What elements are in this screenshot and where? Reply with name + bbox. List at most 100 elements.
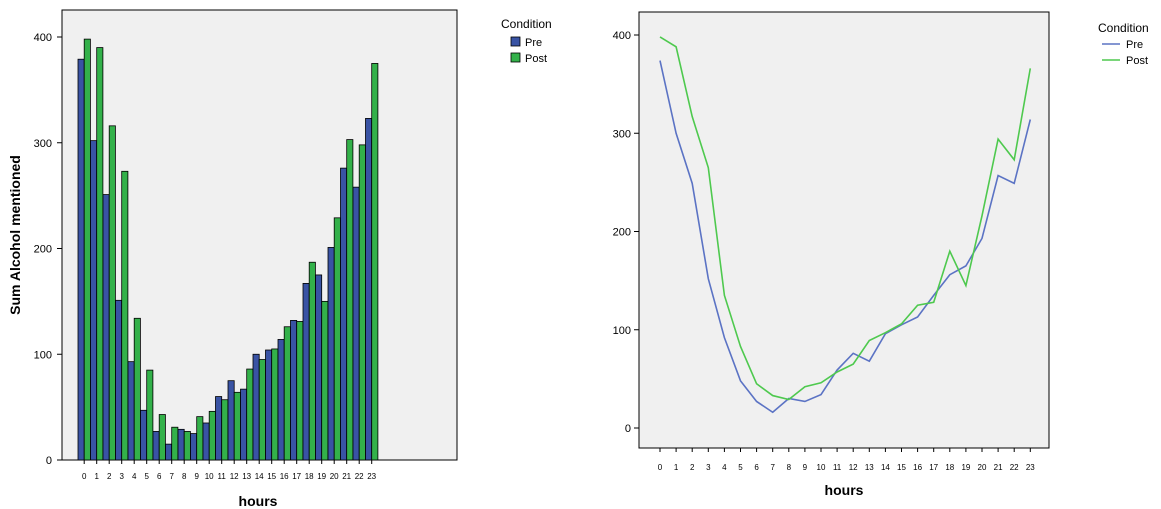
x-tick-label: 0 bbox=[658, 463, 663, 472]
x-tick-label: 7 bbox=[169, 472, 174, 481]
bar-pre bbox=[352, 186, 360, 461]
x-tick-label: 19 bbox=[317, 472, 326, 481]
bar-pre bbox=[265, 349, 273, 461]
x-tick-label: 4 bbox=[722, 463, 727, 472]
x-tick-label: 4 bbox=[132, 472, 137, 481]
x-tick-label: 2 bbox=[107, 472, 112, 481]
x-tick-label: 8 bbox=[787, 463, 792, 472]
legend-label-post: Post bbox=[525, 53, 547, 65]
bar-pre bbox=[127, 361, 135, 461]
x-axis-title: hours bbox=[825, 482, 864, 498]
y-axis-title: Sum Alcohol mentioned bbox=[7, 155, 23, 315]
bar-post bbox=[358, 144, 366, 461]
bar-post bbox=[121, 170, 129, 461]
y-tick-label: 400 bbox=[34, 32, 52, 44]
x-tick-label: 11 bbox=[833, 463, 842, 472]
x-axis-title: hours bbox=[239, 493, 278, 509]
x-tick-label: 16 bbox=[280, 472, 289, 481]
bar-post bbox=[296, 321, 304, 461]
y-tick-label: 0 bbox=[46, 455, 52, 467]
x-tick-label: 3 bbox=[119, 472, 124, 481]
legend-label-post: Post bbox=[1126, 55, 1148, 67]
bar-pre bbox=[177, 428, 185, 461]
x-tick-label: 8 bbox=[182, 472, 187, 481]
x-tick-label: 23 bbox=[367, 472, 376, 481]
x-tick-label: 16 bbox=[913, 463, 922, 472]
bar-post bbox=[233, 391, 241, 461]
bar-pre bbox=[190, 433, 198, 461]
y-tick-label: 100 bbox=[613, 325, 631, 337]
x-tick-label: 1 bbox=[94, 472, 99, 481]
x-tick-label: 10 bbox=[817, 463, 826, 472]
bar-pre bbox=[277, 339, 285, 461]
x-tick-label: 15 bbox=[897, 463, 906, 472]
x-tick-label: 14 bbox=[255, 472, 264, 481]
bar-post bbox=[83, 38, 91, 461]
x-tick-label: 12 bbox=[230, 472, 239, 481]
x-tick-label: 3 bbox=[706, 463, 711, 472]
bar-pre bbox=[152, 431, 160, 461]
line-post bbox=[659, 36, 1032, 401]
bar-pre bbox=[202, 422, 210, 461]
x-tick-label: 22 bbox=[355, 472, 364, 481]
x-tick-label: 18 bbox=[305, 472, 314, 481]
bar-pre bbox=[77, 58, 85, 461]
bar-post bbox=[158, 414, 166, 461]
x-tick-label: 21 bbox=[994, 463, 1003, 472]
line-pre bbox=[659, 60, 1032, 414]
legend-label-pre: Pre bbox=[525, 37, 542, 49]
bar-pre bbox=[240, 388, 248, 461]
y-tick-label: 300 bbox=[34, 138, 52, 150]
x-tick-label: 19 bbox=[961, 463, 970, 472]
bar-pre bbox=[302, 282, 310, 461]
x-tick-label: 10 bbox=[205, 472, 214, 481]
x-tick-label: 2 bbox=[690, 463, 695, 472]
bar-post bbox=[208, 410, 216, 461]
legend-swatch-post bbox=[510, 52, 521, 63]
x-tick-label: 22 bbox=[1010, 463, 1019, 472]
legend-swatch-pre bbox=[510, 36, 521, 47]
bar-pre bbox=[315, 274, 323, 461]
x-tick-label: 9 bbox=[194, 472, 199, 481]
x-tick-label: 7 bbox=[770, 463, 775, 472]
legend-title: Condition bbox=[1098, 21, 1149, 35]
bar-post bbox=[246, 368, 254, 461]
x-tick-label: 21 bbox=[342, 472, 351, 481]
x-tick-label: 6 bbox=[754, 463, 759, 472]
x-tick-label: 5 bbox=[144, 472, 149, 481]
bar-post bbox=[283, 326, 291, 461]
bar-post bbox=[308, 261, 316, 461]
bar-post bbox=[271, 348, 279, 461]
legend-label-pre: Pre bbox=[1126, 39, 1143, 51]
plot-area bbox=[638, 11, 1050, 449]
legend-title: Condition bbox=[501, 17, 552, 31]
x-tick-label: 1 bbox=[674, 463, 679, 472]
y-tick-label: 100 bbox=[34, 349, 52, 361]
y-tick-label: 400 bbox=[613, 30, 631, 42]
x-tick-label: 11 bbox=[218, 472, 227, 481]
bar-post bbox=[171, 426, 179, 461]
x-tick-label: 9 bbox=[803, 463, 808, 472]
bar-post bbox=[333, 217, 341, 461]
bar-post bbox=[96, 47, 104, 461]
x-tick-label: 0 bbox=[82, 472, 87, 481]
y-tick-label: 0 bbox=[625, 423, 631, 435]
x-tick-label: 20 bbox=[978, 463, 987, 472]
y-tick-label: 300 bbox=[613, 128, 631, 140]
x-tick-label: 17 bbox=[292, 472, 301, 481]
x-tick-label: 23 bbox=[1026, 463, 1035, 472]
bar-pre bbox=[327, 247, 335, 461]
bar-post bbox=[133, 317, 141, 461]
bar-pre bbox=[215, 396, 223, 461]
bar-pre bbox=[115, 299, 123, 461]
bar-pre bbox=[90, 140, 98, 461]
bar-post bbox=[321, 300, 329, 461]
bar-pre bbox=[165, 443, 173, 461]
x-tick-label: 17 bbox=[929, 463, 938, 472]
bar-post bbox=[258, 359, 266, 461]
x-tick-label: 5 bbox=[738, 463, 743, 472]
y-tick-label: 200 bbox=[613, 227, 631, 239]
bar-pre bbox=[102, 194, 110, 461]
